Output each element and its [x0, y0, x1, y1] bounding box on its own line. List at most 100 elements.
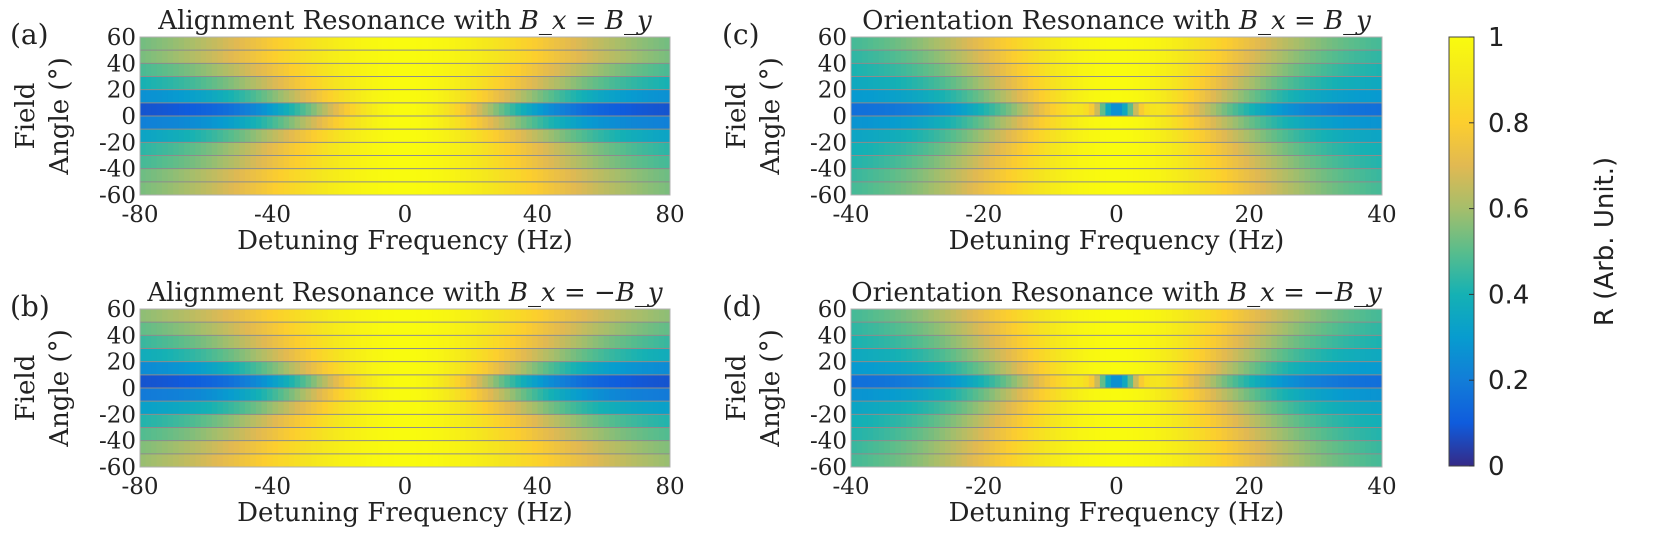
heatmap-cell	[873, 116, 880, 130]
heatmap-cell	[454, 102, 461, 117]
heatmap-cell	[559, 309, 566, 323]
heatmap-cell	[1088, 155, 1095, 169]
heatmap-cell	[554, 414, 561, 428]
heatmap-cell	[873, 453, 880, 467]
heatmap-cell	[1072, 181, 1079, 195]
heatmap-cell	[333, 116, 340, 130]
heatmap-cell	[222, 76, 229, 90]
heatmap-cell	[283, 374, 290, 389]
heatmap-cell	[371, 388, 378, 402]
heatmap-cell	[1171, 322, 1178, 336]
heatmap-cell	[1127, 37, 1134, 51]
heatmap-cell	[1332, 453, 1339, 467]
heatmap-cell	[228, 348, 235, 362]
colorbar-tick-label: 0.8	[1488, 109, 1529, 139]
heatmap-cell	[316, 388, 323, 402]
y-tick-label: 40	[107, 51, 136, 77]
heatmap-cell	[1276, 142, 1284, 156]
heatmap-cell	[1205, 361, 1212, 376]
heatmap-cell	[360, 168, 367, 183]
heatmap-cell	[1199, 309, 1206, 323]
heatmap-cell	[922, 414, 930, 428]
heatmap-cell	[377, 427, 384, 441]
heatmap-cell	[300, 76, 307, 90]
heatmap-cell	[1221, 63, 1228, 77]
heatmap-cell	[1110, 453, 1118, 467]
heatmap-cell	[889, 453, 896, 467]
heatmap-cell	[1077, 155, 1084, 169]
heatmap-cell	[217, 142, 224, 156]
heatmap-cell	[1227, 89, 1234, 104]
heatmap-cell	[945, 401, 952, 415]
heatmap-cell	[1016, 116, 1024, 130]
heatmap-cell	[1227, 388, 1234, 402]
heatmap-cell	[344, 374, 351, 389]
heatmap-cell	[1077, 427, 1084, 441]
heatmap-cell	[427, 181, 434, 195]
heatmap-cell	[1000, 361, 1007, 376]
heatmap-cells	[851, 309, 1382, 467]
heatmap-cell	[482, 427, 489, 441]
heatmap-cell	[399, 322, 406, 336]
heatmap-cell	[156, 348, 163, 362]
heatmap-cell	[211, 89, 218, 104]
heatmap-cell	[945, 89, 952, 104]
heatmap-cell	[1188, 37, 1195, 51]
heatmap-cell	[900, 374, 907, 389]
heatmap-cell	[1088, 401, 1095, 415]
heatmap-cell	[1276, 427, 1284, 441]
heatmap-cell	[906, 309, 913, 323]
heatmap-cell	[244, 155, 252, 169]
heatmap-cell	[338, 309, 345, 323]
heatmap-cell	[856, 348, 863, 362]
heatmap-cell	[1199, 76, 1206, 90]
heatmap-cell	[427, 142, 434, 156]
heatmap-cell	[1044, 155, 1051, 169]
heatmap-cell	[1061, 63, 1068, 77]
heatmap-cell	[1105, 168, 1112, 183]
heatmap-cell	[647, 89, 655, 104]
heatmap-cell	[145, 129, 152, 143]
heatmap-cell	[1359, 309, 1367, 323]
heatmap-cell	[1110, 181, 1118, 195]
heatmap-cell	[1271, 414, 1278, 428]
heatmap-cell	[1105, 116, 1112, 130]
heatmap-cell	[614, 168, 621, 183]
heatmap-cell	[939, 401, 946, 415]
heatmap-cell	[900, 388, 907, 402]
heatmap-cell	[1348, 102, 1355, 117]
heatmap-cell	[1332, 116, 1339, 130]
heatmap-cell	[1354, 388, 1361, 402]
heatmap-cell	[327, 348, 334, 362]
heatmap-cell	[917, 129, 924, 143]
heatmap-cell	[1238, 322, 1245, 336]
heatmap-cell	[609, 427, 616, 441]
heatmap-cell	[278, 129, 285, 143]
heatmap-cell	[1138, 322, 1145, 336]
heatmap-cell	[1116, 142, 1123, 156]
heatmap-cell	[349, 453, 356, 467]
heatmap-cell	[244, 361, 252, 376]
heatmap-cell	[509, 155, 517, 169]
heatmap-cell	[961, 50, 968, 64]
heatmap-cell	[895, 116, 902, 130]
heatmap-cell	[587, 388, 594, 402]
heatmap-cell	[856, 414, 863, 428]
heatmap-cell	[1149, 116, 1156, 130]
heatmap-cell	[1370, 348, 1378, 362]
heatmap-cell	[1287, 76, 1295, 90]
heatmap-cell	[1182, 309, 1190, 323]
heatmap-cell	[1094, 63, 1101, 77]
heatmap-cell	[255, 453, 263, 467]
heatmap-cell	[1182, 361, 1190, 376]
heatmap-cell	[1105, 322, 1112, 336]
heatmap-cell	[1061, 322, 1068, 336]
heatmap-cell	[432, 440, 439, 455]
heatmap-cell	[493, 89, 500, 104]
heatmap-cell	[873, 102, 880, 117]
heatmap-cell	[300, 374, 307, 389]
heatmap-cell	[565, 102, 572, 117]
heatmap-cell	[867, 453, 874, 467]
heatmap-cell	[1066, 335, 1073, 349]
heatmap-cell	[1321, 89, 1328, 104]
